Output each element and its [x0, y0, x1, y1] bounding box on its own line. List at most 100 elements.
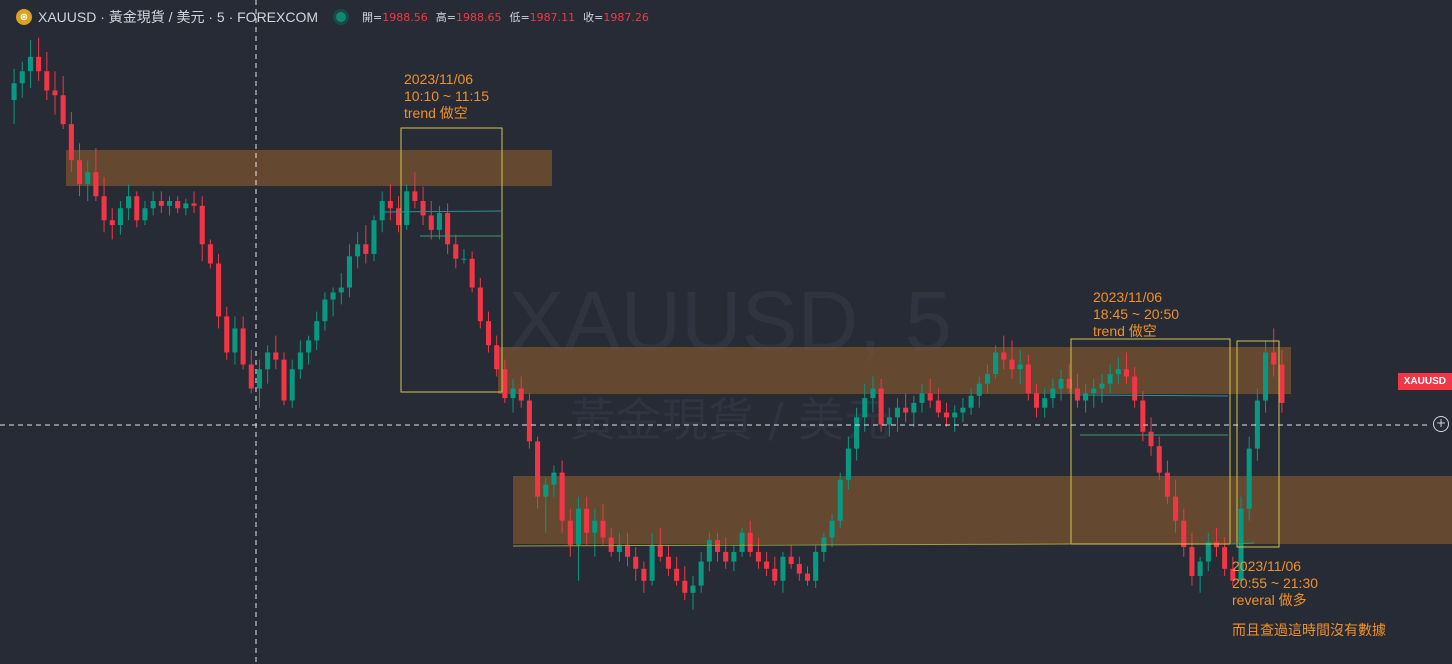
candle-down[interactable]	[1001, 352, 1007, 360]
candle-up[interactable]	[346, 256, 352, 288]
candle-up[interactable]	[649, 544, 655, 581]
candle-up[interactable]	[845, 448, 851, 480]
candle-up[interactable]	[1099, 383, 1105, 389]
candle-down[interactable]	[903, 407, 909, 413]
candle-down[interactable]	[502, 369, 508, 399]
candle-down[interactable]	[682, 580, 688, 593]
candle-down[interactable]	[207, 244, 213, 264]
candle-up[interactable]	[306, 340, 312, 353]
highlight-box-3[interactable]	[1236, 340, 1280, 548]
candle-up[interactable]	[19, 71, 25, 84]
candle-down[interactable]	[600, 520, 606, 538]
candle-down[interactable]	[248, 364, 254, 389]
candle-up[interactable]	[616, 544, 622, 552]
candle-down[interactable]	[535, 441, 541, 497]
candle-up[interactable]	[1091, 388, 1097, 394]
candle-down[interactable]	[1189, 547, 1195, 576]
candle-down[interactable]	[158, 201, 164, 206]
candle-down[interactable]	[273, 352, 279, 360]
candle-up[interactable]	[829, 520, 835, 538]
candle-down[interactable]	[1123, 369, 1130, 377]
candle-down[interactable]	[101, 196, 107, 221]
candle-down[interactable]	[796, 563, 802, 574]
candle-up[interactable]	[166, 201, 173, 206]
candle-down[interactable]	[134, 196, 140, 221]
candle-down[interactable]	[1181, 520, 1187, 548]
candle-down[interactable]	[1173, 496, 1179, 521]
highlight-box-2[interactable]	[1070, 338, 1231, 545]
candle-up[interactable]	[1083, 393, 1089, 401]
candle-down[interactable]	[1066, 378, 1072, 389]
candle-down[interactable]	[1148, 431, 1154, 447]
candle-up[interactable]	[1205, 542, 1211, 562]
candle-up[interactable]	[11, 83, 17, 101]
candle-down[interactable]	[764, 561, 770, 569]
candle-up[interactable]	[984, 374, 990, 384]
candle-up[interactable]	[911, 402, 917, 413]
candle-up[interactable]	[322, 299, 328, 322]
candle-up[interactable]	[183, 203, 189, 209]
candle-down[interactable]	[665, 556, 671, 569]
candle-up[interactable]	[551, 472, 557, 485]
candle-down[interactable]	[76, 160, 83, 185]
candle-down[interactable]	[878, 388, 884, 425]
candle-up[interactable]	[1050, 388, 1056, 399]
candle-down[interactable]	[804, 573, 811, 581]
candle-down[interactable]	[1164, 472, 1170, 497]
candle-up[interactable]	[150, 201, 156, 209]
candle-down[interactable]	[216, 263, 222, 317]
candle-down[interactable]	[175, 201, 181, 209]
candle-up[interactable]	[1246, 448, 1252, 509]
candle-down[interactable]	[1230, 568, 1236, 581]
candle-down[interactable]	[68, 124, 74, 161]
candle-up[interactable]	[27, 56, 33, 72]
candle-down[interactable]	[1271, 352, 1277, 365]
candle-down[interactable]	[788, 556, 794, 564]
candle-down[interactable]	[1132, 376, 1138, 401]
candle-up[interactable]	[870, 388, 876, 399]
candle-up[interactable]	[265, 352, 271, 370]
candle-down[interactable]	[674, 568, 680, 581]
candle-down[interactable]	[625, 544, 631, 557]
candle-down[interactable]	[641, 568, 647, 581]
candle-up[interactable]	[1197, 561, 1203, 576]
candle-up[interactable]	[232, 328, 238, 353]
candle-up[interactable]	[1254, 400, 1260, 449]
candle-up[interactable]	[371, 220, 377, 254]
candle-down[interactable]	[60, 95, 66, 125]
candle-up[interactable]	[706, 539, 712, 562]
candle-up[interactable]	[85, 172, 91, 185]
candle-up[interactable]	[543, 484, 549, 497]
candle-down[interactable]	[1140, 400, 1146, 432]
candle-up[interactable]	[404, 191, 410, 226]
candle-down[interactable]	[445, 213, 451, 245]
candle-up[interactable]	[510, 388, 516, 399]
candle-up[interactable]	[297, 352, 303, 370]
candle-down[interactable]	[608, 537, 614, 552]
candle-down[interactable]	[485, 321, 492, 346]
candle-up[interactable]	[592, 520, 598, 533]
candle-up[interactable]	[126, 196, 132, 209]
candle-up[interactable]	[960, 407, 966, 413]
candle-down[interactable]	[1156, 446, 1162, 473]
candle-up[interactable]	[142, 208, 148, 221]
candle-up[interactable]	[854, 417, 860, 449]
candle-down[interactable]	[935, 400, 941, 413]
candle-up[interactable]	[968, 395, 974, 408]
candle-down[interactable]	[723, 551, 729, 562]
candle-up[interactable]	[731, 551, 737, 562]
candle-up[interactable]	[698, 561, 704, 586]
candle-down[interactable]	[428, 215, 434, 230]
candle-down[interactable]	[387, 201, 393, 209]
candle-down[interactable]	[199, 205, 205, 245]
candle-up[interactable]	[330, 292, 336, 300]
candle-up[interactable]	[436, 213, 442, 230]
candle-up[interactable]	[993, 352, 999, 375]
candle-up[interactable]	[739, 532, 745, 552]
candle-down[interactable]	[567, 520, 573, 545]
candle-up[interactable]	[837, 479, 843, 521]
crosshair-add-icon[interactable]: +	[1433, 416, 1449, 432]
candle-down[interactable]	[191, 203, 197, 206]
candle-down[interactable]	[526, 400, 532, 442]
